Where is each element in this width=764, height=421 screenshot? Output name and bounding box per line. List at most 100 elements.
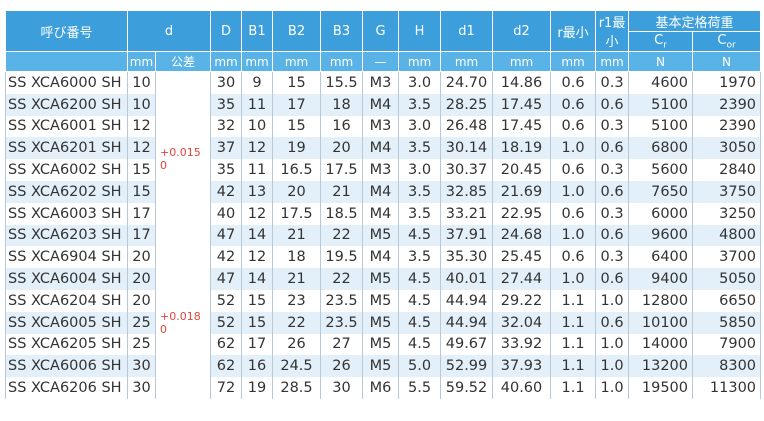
- unit-cell: mm: [127, 51, 156, 72]
- value-cell: 25: [127, 311, 156, 334]
- value-cell: 5600: [628, 159, 694, 181]
- value-cell: 1.0: [550, 224, 597, 247]
- value-cell: 1.0: [595, 289, 630, 312]
- value-cell: 0.6: [550, 246, 597, 269]
- unit-cell: mm: [550, 51, 597, 72]
- value-cell: M5: [362, 333, 400, 356]
- part-number: SS XCA6204 SH: [5, 289, 128, 312]
- symbol: C: [654, 32, 664, 48]
- value-cell: 12: [241, 137, 274, 160]
- value-cell: 27.44: [492, 268, 552, 290]
- value-cell: 0.3: [595, 202, 630, 225]
- value-cell: 1.1: [550, 377, 597, 399]
- value-cell: 7900: [692, 333, 762, 356]
- value-cell: 42: [210, 246, 243, 269]
- data-row: SS XCA6204 SH 20 52 15 23 23.5 M5 4.5 44.94 29.22…: [5, 289, 762, 312]
- value-cell: 2390: [692, 93, 762, 116]
- value-cell: 20: [127, 246, 156, 269]
- value-cell: 17: [127, 224, 156, 247]
- tolerance-upper: +0.015: [160, 146, 201, 160]
- value-cell: 20: [127, 289, 156, 312]
- value-cell: 42: [210, 180, 243, 203]
- value-cell: 0.6: [550, 202, 597, 225]
- value-cell: M4: [362, 137, 400, 160]
- value-cell: 15: [127, 159, 156, 181]
- tolerance-cell: +0.018 0: [154, 246, 212, 399]
- value-cell: 4.5: [398, 268, 442, 290]
- value-cell: 35.30: [440, 246, 494, 269]
- value-cell: 11300: [692, 377, 762, 399]
- value-cell: 33.21: [440, 202, 494, 225]
- subscript: or: [726, 40, 736, 51]
- value-cell: 9: [241, 71, 274, 94]
- value-cell: 37: [210, 137, 243, 160]
- value-cell: 5100: [628, 93, 694, 116]
- value-cell: 20: [272, 180, 322, 203]
- value-cell: 1.0: [595, 355, 630, 378]
- value-cell: 17: [127, 202, 156, 225]
- value-cell: M5: [362, 224, 400, 247]
- value-cell: 2840: [692, 159, 762, 181]
- header-cell: D: [210, 10, 243, 52]
- data-row: SS XCA6005 SH 25 52 15 22 23.5 M5 4.5 44.94 32.04…: [5, 311, 762, 334]
- part-number: SS XCA6006 SH: [5, 355, 128, 378]
- value-cell: M4: [362, 93, 400, 116]
- value-cell: 22: [272, 311, 322, 334]
- value-cell: 52: [210, 289, 243, 312]
- value-cell: 24.5: [272, 355, 322, 378]
- value-cell: 3.0: [398, 71, 442, 94]
- value-cell: 15: [272, 115, 322, 138]
- value-cell: 0.3: [595, 246, 630, 269]
- value-cell: 1.0: [550, 137, 597, 160]
- value-cell: 20: [127, 268, 156, 290]
- value-cell: 16.5: [272, 159, 322, 181]
- value-cell: 15: [241, 311, 274, 334]
- value-cell: 0.6: [595, 311, 630, 334]
- part-number: SS XCA6205 SH: [5, 333, 128, 356]
- value-cell: M4: [362, 202, 400, 225]
- value-cell: 16: [320, 115, 364, 138]
- value-cell: 30: [127, 355, 156, 378]
- value-cell: 1.1: [550, 355, 597, 378]
- unit-cell: N: [628, 51, 694, 72]
- value-cell: 15.5: [320, 71, 364, 94]
- unit-row: mm 公差 mm mm mm mm — mm mm mm mm mm N N: [5, 51, 762, 72]
- value-cell: M4: [362, 180, 400, 203]
- part-number: SS XCA6001 SH: [5, 115, 128, 138]
- part-number: SS XCA6004 SH: [5, 268, 128, 290]
- value-cell: 3.5: [398, 137, 442, 160]
- value-cell: M3: [362, 71, 400, 94]
- value-cell: 0.3: [595, 159, 630, 181]
- value-cell: 1.1: [550, 289, 597, 312]
- header-row: Cr Cor: [6, 31, 762, 52]
- value-cell: 5100: [628, 115, 694, 138]
- value-cell: 19.5: [320, 246, 364, 269]
- value-cell: 47: [210, 268, 243, 290]
- value-cell: 1.0: [595, 333, 630, 356]
- value-cell: 28.5: [272, 377, 322, 399]
- value-cell: M4: [362, 246, 400, 269]
- value-cell: 3.5: [398, 202, 442, 225]
- data-row: SS XCA6006 SH 30 62 16 24.5 26 M5 5.0 52.99 37.93…: [5, 355, 762, 378]
- value-cell: 3050: [692, 137, 762, 160]
- value-cell: 23.5: [320, 311, 364, 334]
- value-cell: M3: [362, 159, 400, 181]
- value-cell: 19: [241, 377, 274, 399]
- tolerance-upper: +0.018: [160, 309, 201, 323]
- value-cell: 30.37: [440, 159, 494, 181]
- value-cell: 52.99: [440, 355, 494, 378]
- header-cell: d: [126, 10, 212, 52]
- value-cell: 14: [241, 224, 274, 247]
- tolerance-lower: 0: [160, 322, 167, 336]
- part-number: SS XCA6000 SH: [5, 71, 128, 94]
- value-cell: 1970: [692, 71, 762, 94]
- value-cell: 4800: [692, 224, 762, 247]
- header-cell: 呼び番号: [5, 10, 128, 52]
- value-cell: 3250: [692, 202, 762, 225]
- unit-cell: —: [362, 51, 400, 72]
- value-cell: 30: [210, 71, 243, 94]
- value-cell: 3.0: [398, 115, 442, 138]
- symbol: C: [717, 32, 727, 48]
- data-row: SS XCA6000 SH 10 +0.015 0 30 9 15 15.5 M3 3.0 24.7…: [5, 71, 762, 247]
